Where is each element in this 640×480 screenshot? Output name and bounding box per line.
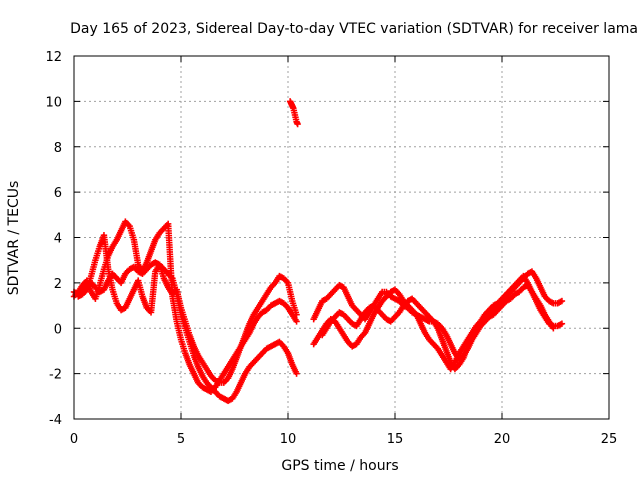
data-points [70, 98, 566, 405]
series-track-f [319, 281, 557, 364]
data-point [293, 311, 300, 318]
data-point [558, 320, 566, 327]
x-tick-label: 20 [494, 432, 511, 447]
data-point [293, 370, 300, 377]
x-tick-label: 10 [280, 432, 297, 447]
y-tick-label: 0 [54, 322, 62, 337]
y-tick-label: 2 [54, 277, 62, 292]
data-point [558, 297, 566, 305]
data-point [294, 120, 301, 128]
y-axis-ticks: -4 -2 0 2 4 6 8 10 12 [45, 50, 609, 428]
y-tick-label: 10 [45, 95, 62, 110]
y-tick-label: 4 [54, 232, 62, 247]
x-axis-ticks: 0 5 10 15 20 25 [70, 56, 617, 447]
x-axis-label: GPS time / hours [281, 458, 398, 474]
y-tick-label: 6 [54, 186, 62, 201]
chart-title: Day 165 of 2023, Sidereal Day-to-day VTE… [70, 21, 638, 37]
y-tick-label: -2 [49, 368, 62, 383]
y-tick-label: 8 [54, 141, 62, 156]
y-tick-label: 12 [45, 50, 62, 65]
data-point [293, 318, 300, 325]
x-tick-label: 5 [177, 432, 185, 447]
series-spike [286, 98, 301, 128]
x-tick-label: 15 [387, 432, 404, 447]
series-track-c [75, 232, 300, 386]
x-tick-label: 0 [70, 432, 78, 447]
data-point [550, 325, 557, 332]
y-axis-label: SDTVAR / TECUs [6, 181, 22, 296]
y-tick-label: -4 [49, 413, 62, 428]
series-track-a [70, 259, 300, 405]
x-tick-label: 25 [601, 432, 618, 447]
